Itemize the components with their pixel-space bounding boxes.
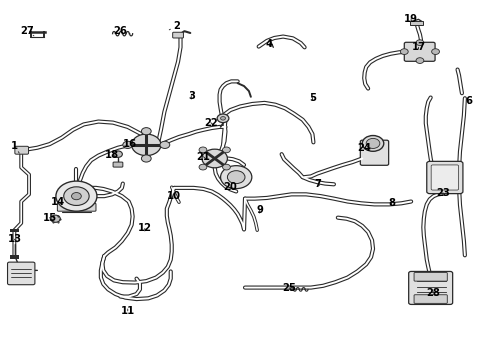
Circle shape [132,134,161,156]
Circle shape [114,151,122,157]
Text: 23: 23 [436,188,450,198]
Text: 3: 3 [188,91,195,101]
Text: 17: 17 [412,42,425,52]
Text: 4: 4 [266,39,273,49]
Text: 27: 27 [21,26,34,36]
FancyBboxPatch shape [7,262,35,285]
Text: 26: 26 [114,26,127,36]
Text: 9: 9 [256,206,263,216]
FancyBboxPatch shape [414,273,447,281]
Text: 22: 22 [204,118,218,128]
Circle shape [202,149,227,168]
Text: 10: 10 [167,191,181,201]
FancyBboxPatch shape [427,161,463,194]
FancyBboxPatch shape [57,203,96,211]
Circle shape [217,114,229,123]
Circle shape [199,147,207,153]
Circle shape [366,138,380,148]
Text: 15: 15 [43,213,57,222]
Circle shape [220,166,252,189]
Circle shape [142,155,151,162]
Circle shape [72,193,81,200]
Circle shape [227,171,245,184]
Text: 24: 24 [358,143,372,153]
Text: 14: 14 [51,197,66,207]
Circle shape [123,141,133,148]
Text: 12: 12 [138,224,152,233]
Text: 28: 28 [426,288,440,298]
Bar [10,255,19,259]
Circle shape [416,58,424,63]
Circle shape [220,117,225,120]
FancyBboxPatch shape [409,271,453,305]
Circle shape [56,181,97,211]
FancyBboxPatch shape [404,42,435,61]
Circle shape [50,215,60,222]
Circle shape [362,135,384,151]
Text: 7: 7 [315,179,322,189]
Circle shape [416,40,424,45]
Text: 13: 13 [7,234,22,244]
Circle shape [142,128,151,135]
Text: 5: 5 [309,93,316,103]
Text: 25: 25 [282,283,296,293]
FancyBboxPatch shape [172,32,183,38]
Circle shape [432,49,440,54]
Text: 11: 11 [121,306,135,316]
Text: 16: 16 [123,139,137,149]
Text: 6: 6 [466,96,472,106]
Text: 1: 1 [11,141,19,153]
Circle shape [64,187,89,206]
Text: 20: 20 [223,182,237,192]
Text: 21: 21 [196,152,211,162]
Text: 2: 2 [169,21,180,31]
Circle shape [199,164,207,170]
Bar [10,229,19,232]
Text: 8: 8 [388,198,395,208]
Text: 18: 18 [105,150,119,160]
FancyBboxPatch shape [414,295,447,303]
Text: 19: 19 [404,14,418,24]
FancyBboxPatch shape [431,165,459,190]
Circle shape [222,147,230,153]
Circle shape [160,141,170,148]
FancyBboxPatch shape [360,140,389,165]
Circle shape [400,49,408,54]
Circle shape [222,164,230,170]
FancyBboxPatch shape [15,146,28,154]
Bar [410,22,423,25]
FancyBboxPatch shape [113,162,123,167]
